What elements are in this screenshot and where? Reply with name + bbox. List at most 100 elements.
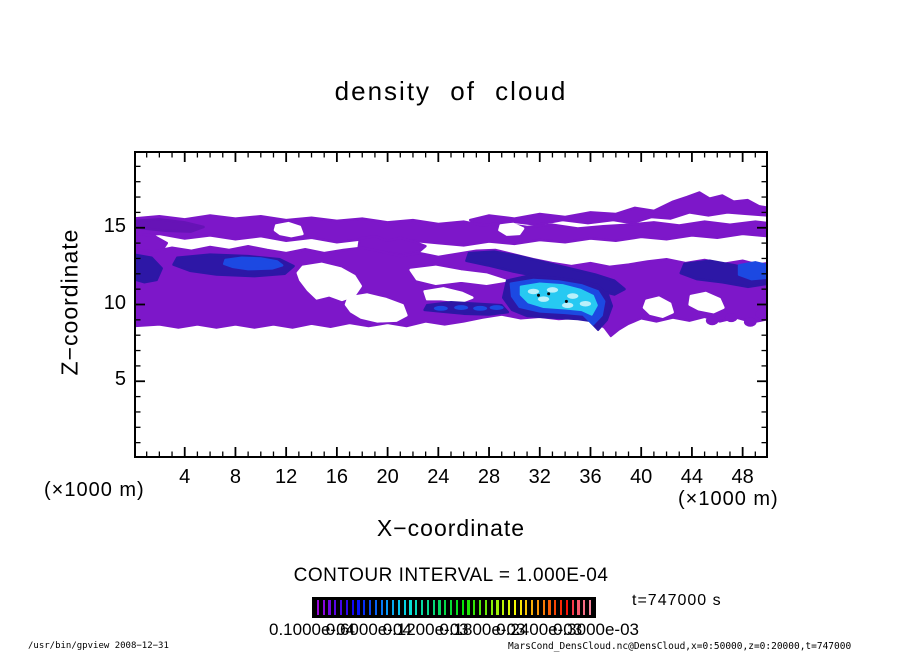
y-tick-label: 10	[103, 291, 126, 314]
x-tick-label: 28	[477, 466, 501, 488]
colorbar-strip	[403, 600, 406, 615]
colorbar-strip	[560, 600, 563, 615]
colorbar-strip	[531, 600, 534, 615]
contour-dot	[755, 309, 768, 319]
colorbar-strip	[397, 600, 401, 615]
x-axis-label: X−coordinate	[376, 515, 526, 541]
contour-dot	[561, 302, 574, 309]
colorbar-strip	[455, 600, 458, 615]
contour-region	[134, 253, 163, 284]
plot-area	[134, 151, 768, 458]
contour-region	[519, 282, 598, 316]
contour-dot	[473, 305, 488, 311]
colorbar-tick-label: 0.1000e-04	[268, 620, 356, 639]
colorbar-strip	[502, 600, 505, 615]
contour-dot	[433, 305, 448, 311]
contour-dot	[537, 296, 550, 302]
colorbar-strip	[345, 600, 348, 615]
contour-dot	[546, 287, 559, 293]
colorbar-strip	[334, 600, 337, 615]
colorbar-strip	[380, 600, 383, 615]
y-tick-label: 15	[103, 214, 126, 237]
contour-interval-label: CONTOUR INTERVAL = 1.000E-04	[293, 565, 609, 586]
colorbar-strip	[328, 600, 331, 615]
colorbar-strip	[589, 600, 592, 615]
x-tick-label: 40	[630, 466, 653, 488]
colorbar-strip	[415, 600, 418, 615]
colorbar-strip	[490, 600, 493, 615]
x-tick-label: 48	[731, 466, 754, 488]
contour-region	[296, 262, 362, 302]
colorbar-strip	[374, 600, 377, 615]
colorbar-strip	[392, 600, 395, 615]
contour-dot	[564, 299, 568, 303]
dataset-footer: MarsCond_DensCloud.nc@DensCloud,x=0:5000…	[508, 641, 852, 652]
colorbar-tick-label: 0.2400e-03	[496, 620, 583, 639]
y-tick-label: 5	[114, 368, 126, 391]
x-tick-label: 44	[680, 466, 704, 488]
colorbar-strip	[478, 600, 482, 615]
colorbar-strip	[536, 600, 540, 615]
plot-frame-svg	[134, 151, 768, 458]
colorbar-strip	[386, 600, 389, 615]
x-unit-label-right: (×1000 m)	[678, 488, 779, 510]
x-tick-label: 4	[179, 466, 191, 488]
time-label: t=747000 s	[632, 592, 722, 609]
colorbar-strip	[519, 600, 522, 615]
colorbar-strip	[513, 600, 516, 615]
contour-dot	[724, 312, 738, 323]
contour-region	[423, 287, 474, 303]
contour-dot	[489, 305, 504, 311]
contour-region	[409, 265, 507, 286]
contour-region	[498, 222, 525, 236]
colorbar-tick-label: 0.1200e-03	[382, 620, 469, 639]
colorbar-strip	[363, 600, 366, 615]
colorbar-strip	[461, 600, 464, 615]
contour-field-svg	[134, 191, 768, 338]
colorbar-strip	[542, 600, 545, 615]
colorbar-strip	[577, 600, 580, 615]
colorbar-strip	[421, 600, 424, 615]
x-unit-label-left: (×1000 m)	[44, 479, 145, 501]
colorbar-strip	[409, 600, 412, 615]
contour-region	[134, 214, 768, 247]
colorbar-strip	[496, 600, 499, 615]
contour-region	[642, 296, 674, 319]
x-tick-label: 32	[528, 466, 551, 488]
contour-dot	[567, 293, 579, 299]
colorbar-strip	[444, 600, 447, 615]
colorbar-strip	[484, 600, 487, 615]
x-tick-label: 12	[275, 466, 298, 488]
contour-region	[469, 191, 768, 226]
contour-dot	[705, 316, 719, 326]
colorbar-strip	[571, 600, 574, 615]
contour-region	[737, 261, 768, 281]
contour-dot	[743, 317, 757, 327]
colorbar-strip	[554, 600, 557, 615]
colorbar-strip	[565, 600, 569, 615]
colorbar-strip	[351, 600, 354, 615]
contour-dot	[547, 292, 551, 296]
colorbar-strip	[426, 600, 430, 615]
contour-region	[223, 256, 284, 271]
contour-dot	[454, 305, 469, 311]
x-tick-label: 16	[325, 466, 348, 488]
colorbar-strip	[450, 600, 453, 615]
colorbar-strip	[322, 600, 325, 615]
colorbar-strip	[438, 600, 441, 615]
command-footer: /usr/bin/gpview 2008−12−31	[28, 641, 169, 651]
x-tick-label: 24	[427, 466, 450, 488]
contour-dot	[579, 300, 592, 307]
colorbar	[312, 597, 596, 618]
colorbar-tick-label: 0.3000e-03	[552, 620, 640, 639]
colorbar-strip	[432, 600, 435, 615]
colorbar-strip	[467, 600, 470, 615]
colorbar-strip	[548, 600, 551, 615]
x-tick-label: 36	[579, 466, 602, 488]
contour-region	[344, 293, 408, 323]
colorbar-strip	[473, 600, 476, 615]
contour-dot	[536, 293, 541, 297]
contour-region	[273, 221, 304, 238]
contour-region	[688, 291, 725, 314]
